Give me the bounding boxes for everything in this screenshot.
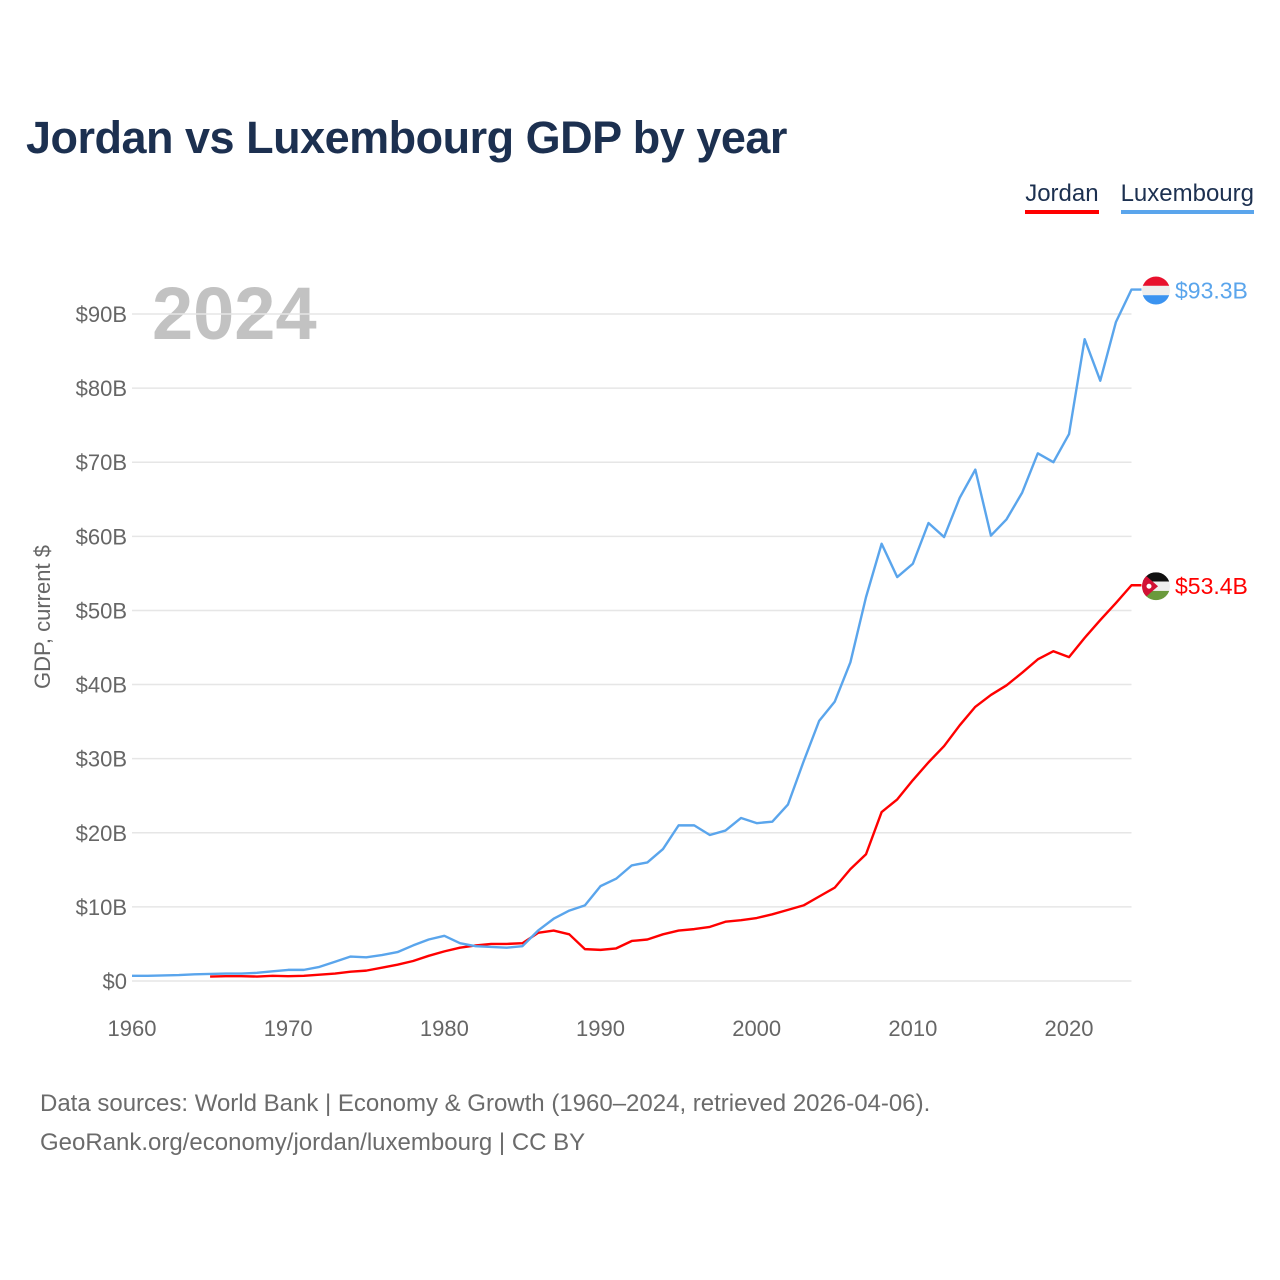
flag-star bbox=[1146, 583, 1152, 589]
x-tick-label: 1960 bbox=[108, 1016, 157, 1041]
luxembourg-line bbox=[132, 288, 1142, 978]
x-tick-label: 1980 bbox=[420, 1016, 469, 1041]
flag-stripe bbox=[1142, 590, 1170, 601]
jordan-flag-icon bbox=[1142, 572, 1170, 601]
flag-body bbox=[1142, 572, 1170, 601]
y-tick-label: $20B bbox=[76, 821, 127, 846]
y-tick-label: $60B bbox=[76, 524, 127, 549]
y-axis-label: GDP, current $ bbox=[30, 545, 55, 689]
x-tick-label: 1970 bbox=[264, 1016, 313, 1041]
flag-body bbox=[1142, 276, 1170, 305]
flag-stripe bbox=[1142, 572, 1170, 582]
footer: Data sources: World Bank | Economy & Gro… bbox=[40, 1084, 930, 1162]
footer-link[interactable]: GeoRank.org/economy/jordan/luxembourg | … bbox=[40, 1129, 586, 1156]
flag-stripe bbox=[1142, 295, 1170, 305]
chart-title: Jordan vs Luxembourg GDP by year bbox=[26, 112, 787, 163]
legend-item-luxembourg[interactable]: Luxembourg bbox=[1120, 180, 1254, 214]
flag-stripe bbox=[1142, 276, 1170, 286]
flag-stripe bbox=[1142, 285, 1170, 296]
y-tick-label: $70B bbox=[76, 450, 127, 475]
y-tick-label: $40B bbox=[76, 673, 127, 698]
luxembourg-flag-icon bbox=[1142, 276, 1170, 305]
y-tick-label: $80B bbox=[76, 376, 127, 401]
x-tick-label: 2000 bbox=[732, 1016, 781, 1041]
chart-plot: 2024 GDP, current $ $0$10B$20B$30B$40B$5… bbox=[30, 272, 1248, 1041]
x-tick-label: 2020 bbox=[1045, 1016, 1094, 1041]
legend-item-jordan[interactable]: Jordan bbox=[1025, 180, 1099, 214]
jordan-line bbox=[210, 584, 1142, 978]
x-tick-label: 2010 bbox=[888, 1016, 937, 1041]
legend: Jordan Luxembourg bbox=[1025, 180, 1254, 214]
y-tick-label: $30B bbox=[76, 747, 127, 772]
y-tick-label: $0 bbox=[103, 969, 127, 994]
luxembourg-end-label: $93.3B bbox=[1175, 278, 1248, 304]
x-tick-label: 1990 bbox=[576, 1016, 625, 1041]
y-tick-label: $90B bbox=[76, 302, 127, 327]
jordan-end-label: $53.4B bbox=[1175, 573, 1248, 599]
footer-sources: Data sources: World Bank | Economy & Gro… bbox=[40, 1090, 931, 1117]
y-tick-label: $10B bbox=[76, 895, 127, 920]
y-tick-label: $50B bbox=[76, 598, 127, 623]
